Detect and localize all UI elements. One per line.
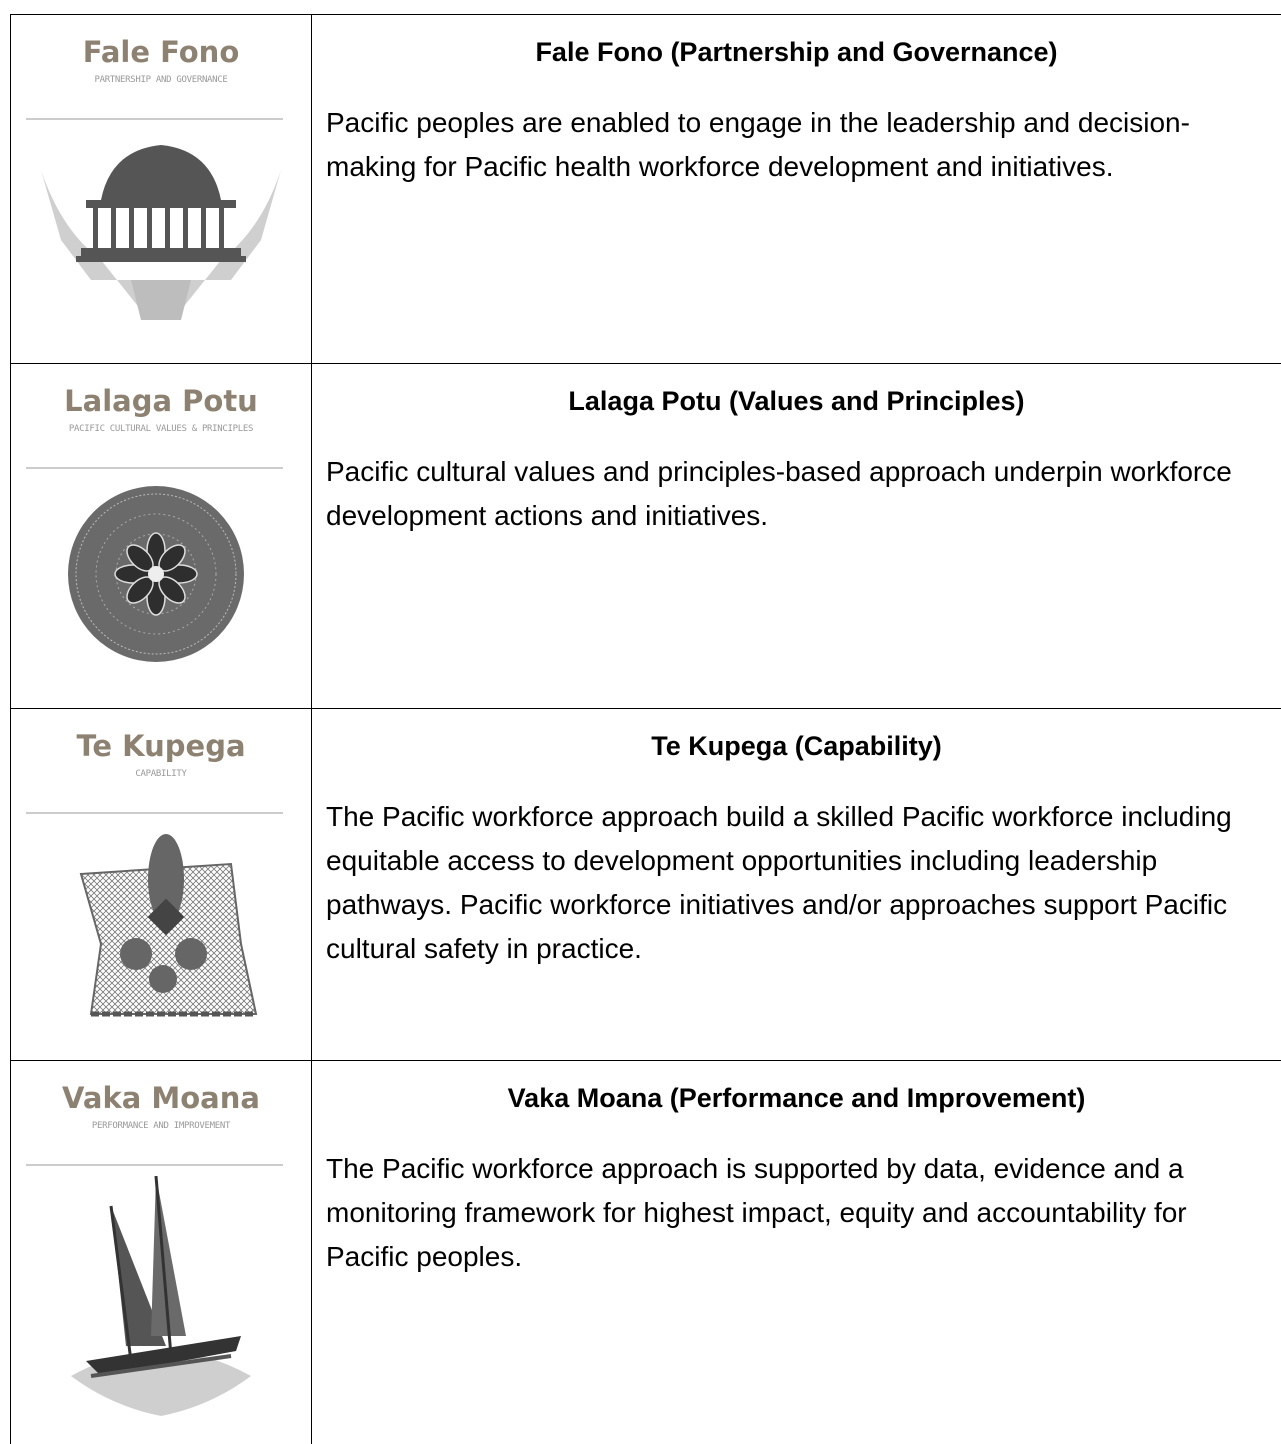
table-row: Lalaga Potu PACIFIC CULTURAL VALUES & PR… [10, 363, 1281, 708]
text-cell: Lalaga Potu (Values and Principles) Paci… [312, 364, 1281, 708]
table-row: Te Kupega CAPABILITY Te Kupega (Capabili… [10, 708, 1281, 1060]
row-body: Pacific peoples are enabled to engage in… [326, 107, 1190, 182]
icon-cell: Vaka Moana PERFORMANCE AND IMPROVEMENT [10, 1061, 312, 1444]
separator [26, 1164, 283, 1166]
row-heading: Lalaga Potu (Values and Principles) [568, 386, 1025, 416]
icon-title: Fale Fono [82, 35, 240, 69]
fale-icon [41, 145, 281, 320]
row-heading: Fale Fono (Partnership and Governance) [535, 37, 1058, 67]
icon-title: Te Kupega [76, 729, 246, 763]
separator [26, 118, 283, 120]
row-body: Pacific cultural values and principles-b… [326, 456, 1232, 531]
woven-mat-icon [68, 486, 244, 662]
icon-subtitle: PARTNERSHIP AND GOVERNANCE [94, 75, 228, 85]
icon-cell: Te Kupega CAPABILITY [10, 709, 312, 1060]
table-row: Vaka Moana PERFORMANCE AND IMPROVEMENT V… [10, 1060, 1281, 1444]
text-cell: Te Kupega (Capability) The Pacific workf… [312, 709, 1281, 1060]
row-body: The Pacific workforce approach build a s… [326, 801, 1232, 964]
table-row: Fale Fono PARTNERSHIP AND GOVERNANCE Fal… [10, 14, 1281, 363]
row-heading: Te Kupega (Capability) [651, 731, 942, 761]
net-icon [79, 834, 258, 1017]
icon-subtitle: CAPABILITY [135, 769, 187, 779]
icon-subtitle: PERFORMANCE AND IMPROVEMENT [91, 1121, 231, 1131]
icon-title: Vaka Moana [62, 1081, 260, 1115]
icon-cell: Lalaga Potu PACIFIC CULTURAL VALUES & PR… [10, 364, 312, 708]
icon-subtitle: PACIFIC CULTURAL VALUES & PRINCIPLES [68, 424, 254, 434]
icon-cell: Fale Fono PARTNERSHIP AND GOVERNANCE [10, 15, 312, 363]
separator [26, 467, 283, 469]
text-cell: Fale Fono (Partnership and Governance) P… [312, 15, 1281, 363]
canoe-icon [71, 1176, 251, 1416]
text-cell: Vaka Moana (Performance and Improvement)… [312, 1061, 1281, 1444]
row-heading: Vaka Moana (Performance and Improvement) [507, 1083, 1086, 1113]
icon-title: Lalaga Potu [64, 384, 258, 418]
row-body: The Pacific workforce approach is suppor… [326, 1153, 1187, 1272]
separator [26, 812, 283, 814]
